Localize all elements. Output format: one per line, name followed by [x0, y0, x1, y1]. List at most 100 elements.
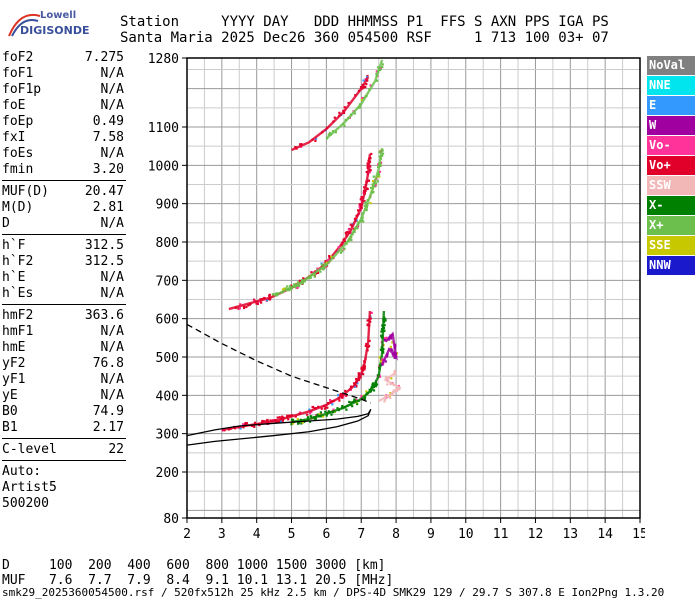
- trace-f2-o-trace-1st-hop-: [221, 310, 373, 432]
- trace-point: [384, 376, 387, 379]
- trace-point: [345, 231, 349, 234]
- trace-point: [377, 66, 380, 69]
- trace-point: [319, 270, 322, 273]
- param-value: N/A: [100, 98, 124, 113]
- y-tick-label: 80: [163, 512, 179, 527]
- auto-artist: Artist5: [2, 480, 57, 495]
- param-value: 3.20: [92, 162, 124, 177]
- trace-spread-echoes-ssw: [378, 369, 402, 403]
- trace-point: [383, 400, 386, 403]
- y-tick-label: 300: [156, 428, 179, 443]
- trace-point: [374, 384, 377, 387]
- trace-point: [318, 413, 321, 416]
- trace-point: [341, 250, 344, 253]
- param-value: N/A: [100, 270, 124, 285]
- trace-point: [299, 143, 302, 146]
- trace-line: [378, 371, 402, 403]
- trace-point: [308, 408, 311, 411]
- param-name: hmF1: [2, 324, 34, 339]
- param-name: B0: [2, 404, 18, 419]
- trace-point: [379, 348, 383, 351]
- trace-point: [363, 368, 366, 371]
- trace-point: [372, 175, 375, 178]
- trace-point: [245, 305, 248, 309]
- trace-point: [248, 303, 251, 306]
- trace-point: [391, 349, 394, 352]
- trace-point: [391, 341, 394, 344]
- param-value: N/A: [100, 340, 124, 355]
- x-tick-label: 3: [218, 527, 226, 542]
- trace-point: [380, 154, 384, 157]
- param-name: C-level: [2, 442, 57, 457]
- trace-point: [359, 198, 362, 201]
- trace-f2-x-trace-1st-hop-: [290, 310, 387, 426]
- trace-point: [323, 266, 326, 269]
- trace-point: [289, 285, 292, 288]
- param-row: yF2 76.8: [2, 356, 126, 372]
- trace-point: [367, 179, 370, 182]
- trace-point: [353, 382, 356, 385]
- trace-point: [384, 318, 387, 321]
- y-tick-label: 500: [156, 351, 179, 366]
- trace-point: [345, 408, 348, 411]
- trace-point: [369, 84, 372, 87]
- trace-point: [360, 367, 363, 370]
- x-tick-label: 2: [183, 527, 191, 542]
- trace-point: [381, 65, 384, 69]
- trace-point: [327, 258, 330, 261]
- param-value: 22: [108, 442, 124, 457]
- param-name: h`E: [2, 270, 26, 285]
- trace-point: [268, 294, 271, 297]
- trace-point: [339, 392, 342, 396]
- legend: NoVal NNE E W Vo- Vo+ SSW X- X+ SSE NNW: [647, 56, 695, 276]
- trace-point: [384, 398, 387, 401]
- trace-point: [326, 406, 329, 409]
- trace-point: [349, 223, 352, 226]
- plot-frame: [186, 57, 641, 519]
- param-row: B1 2.17: [2, 420, 126, 436]
- trace-point: [360, 394, 363, 398]
- trace-point: [356, 402, 359, 406]
- x-tick-label: 9: [427, 527, 435, 542]
- trace-point: [355, 384, 358, 387]
- trace-point: [374, 184, 377, 187]
- separator: [2, 234, 126, 235]
- param-name: foEs: [2, 146, 34, 161]
- param-name: h`Es: [2, 286, 34, 301]
- trace-point: [333, 116, 336, 119]
- trace-point: [363, 204, 366, 207]
- trace-point: [342, 396, 345, 399]
- trace-point: [298, 279, 301, 282]
- trace-point: [353, 112, 356, 115]
- param-value: N/A: [100, 372, 124, 387]
- trace-line: [325, 59, 384, 140]
- trace-point: [379, 360, 383, 363]
- trace-point: [368, 339, 371, 342]
- trace-point: [375, 70, 378, 73]
- legend-item-vo-: Vo-: [647, 136, 695, 155]
- trace-point: [393, 351, 396, 354]
- muf-table-muf-row: MUF 7.6 7.7 7.9 8.4 9.1 10.1 13.1 20.5 […: [2, 573, 394, 588]
- trace-point: [343, 124, 346, 127]
- trace-point: [253, 421, 257, 424]
- trace-point: [364, 201, 367, 204]
- trace-point: [370, 311, 373, 314]
- trace-point: [290, 418, 293, 421]
- trace-line: [221, 310, 372, 432]
- trace-point: [395, 352, 399, 355]
- trace-point: [356, 209, 360, 212]
- y-tick-label: 600: [156, 313, 179, 328]
- param-name: foEp: [2, 114, 34, 129]
- trace-point: [386, 383, 389, 386]
- trace-spread-echoes-w: [379, 331, 399, 366]
- trace-point: [344, 389, 347, 393]
- param-name: h`F2: [2, 254, 34, 269]
- trace-point: [322, 415, 325, 418]
- trace-point: [341, 404, 344, 408]
- y-tick-label: 900: [156, 198, 179, 213]
- trace-point: [362, 220, 365, 223]
- trace-point: [375, 182, 378, 185]
- trace-point: [316, 271, 320, 275]
- trace-point: [363, 396, 367, 399]
- params-group-1: foF2 7.275 foF1 N/A foF1p N/A foE N/A foEp 0.49 fx…: [2, 50, 126, 178]
